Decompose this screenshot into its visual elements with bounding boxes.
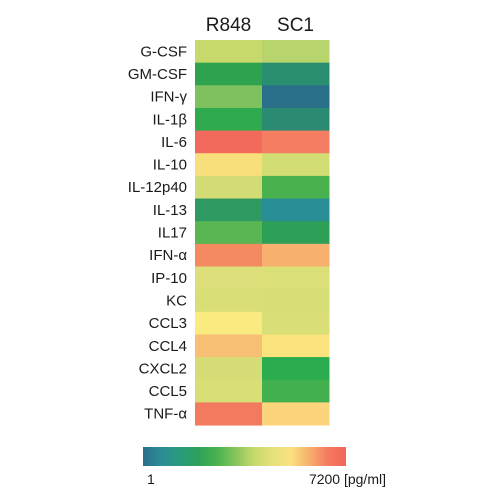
row-label: G-CSF <box>140 43 187 60</box>
heatmap-cell <box>262 40 330 64</box>
heatmap-cell <box>262 153 330 177</box>
heatmap-cell <box>195 289 263 313</box>
row-label: GM-CSF <box>128 66 187 83</box>
heatmap-cell <box>262 357 330 381</box>
row-label: IFN-γ <box>150 89 187 106</box>
row-label: IFN-α <box>149 247 187 264</box>
heatmap-cell <box>262 85 330 109</box>
colorbar-min-label: 1 <box>147 471 155 487</box>
heatmap-cell <box>262 379 330 403</box>
row-label: CCL3 <box>149 315 187 332</box>
heatmap-cell <box>195 62 263 86</box>
row-label: CXCL2 <box>139 360 187 377</box>
row-label: CCL5 <box>149 383 187 400</box>
heatmap-cell <box>262 243 330 267</box>
row-label: IL17 <box>158 225 187 242</box>
heatmap-cell <box>195 175 263 200</box>
heatmap-cell <box>262 289 330 313</box>
heatmap-cell <box>262 175 330 200</box>
heatmap-cell <box>262 334 330 358</box>
colorbar <box>143 447 346 466</box>
heatmap-cell <box>195 243 263 267</box>
heatmap-cell <box>262 221 330 245</box>
row-label: IL-10 <box>153 157 187 174</box>
heatmap-cell <box>195 357 263 381</box>
heatmap-cell <box>262 266 330 290</box>
heatmap-cell <box>262 130 330 154</box>
heatmap-cell <box>195 334 263 358</box>
column-label: SC1 <box>277 15 314 36</box>
heatmap-cell <box>195 221 263 245</box>
heatmap-cell <box>195 311 263 335</box>
heatmap-cell <box>195 40 263 64</box>
heatmap-cell <box>195 130 263 154</box>
heatmap-cell <box>195 153 263 177</box>
column-label: R848 <box>206 15 251 36</box>
heatmap-cell <box>262 62 330 86</box>
row-label: CCL4 <box>149 338 187 355</box>
heatmap-cell <box>195 198 263 222</box>
row-label: IL-6 <box>161 134 187 151</box>
heatmap-cell <box>195 266 263 290</box>
row-label: IL-1β <box>153 111 188 128</box>
row-label: KC <box>166 292 187 309</box>
heatmap-cell <box>195 85 263 109</box>
heatmap-cell <box>262 107 330 132</box>
heatmap-cell <box>262 311 330 335</box>
row-label: IL-12p40 <box>128 179 187 196</box>
heatmap-cell <box>262 402 330 426</box>
row-label: TNF-α <box>144 406 187 423</box>
heatmap-cell <box>195 402 263 426</box>
heatmap-cell <box>262 198 330 222</box>
heatmap-cell <box>195 107 263 132</box>
row-label: IL-13 <box>153 202 187 219</box>
heatmap-cell <box>195 379 263 403</box>
colorbar-max-label: 7200 [pg/ml] <box>309 471 386 487</box>
row-label: IP-10 <box>151 270 187 287</box>
